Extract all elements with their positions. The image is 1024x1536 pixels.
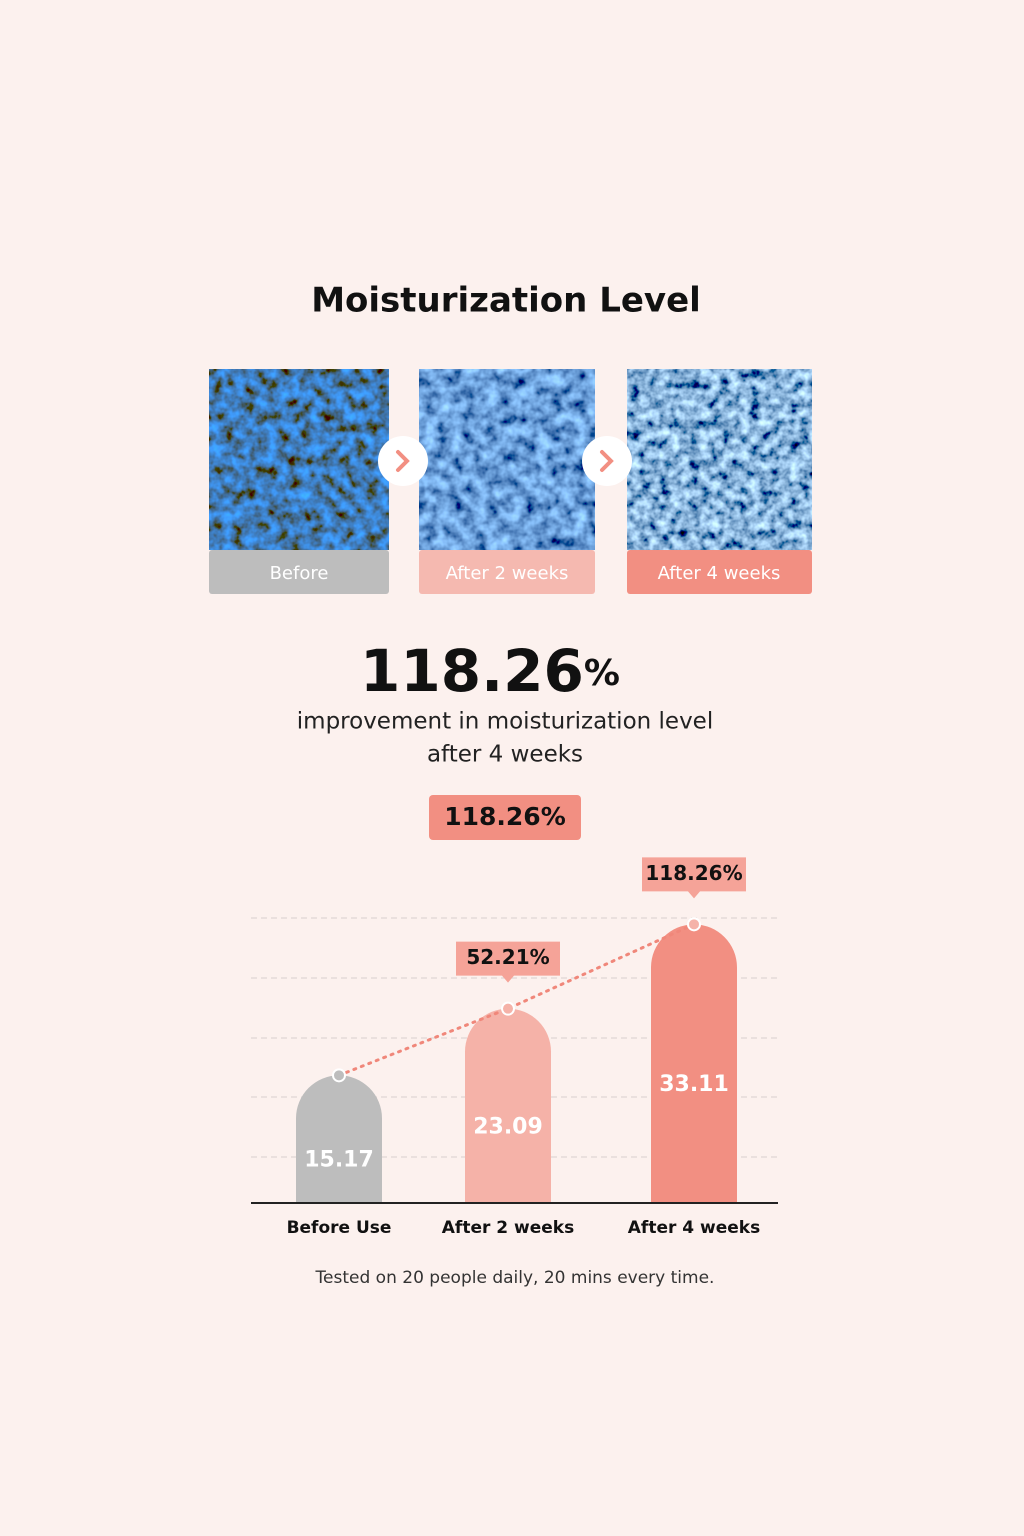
value-label: 23.09 — [473, 1114, 543, 1139]
bar-chart: 15.17 Before Use 23.09 After 2 weeks 33.11 Af… — [251, 857, 778, 1238]
bar — [465, 1008, 551, 1203]
caption: After 2 weeks — [446, 563, 569, 584]
arrow-icon — [582, 436, 632, 486]
badge-text: 118.26% — [444, 802, 566, 831]
badge — [429, 795, 581, 840]
skin-image-before — [209, 369, 389, 550]
bar — [296, 1075, 382, 1203]
x-tick-label: After 2 weeks — [442, 1218, 574, 1238]
x-tick-label: After 4 weeks — [628, 1218, 760, 1238]
caption-bg — [627, 550, 812, 594]
stat-description: improvement in moisturization level — [297, 709, 713, 735]
bar — [651, 924, 737, 1203]
annotation-box — [642, 857, 746, 899]
title: Moisturization Level — [311, 281, 701, 321]
stat-number: 118.26 — [360, 637, 584, 705]
trend-point — [501, 1001, 515, 1016]
stat-number: 118.26% — [360, 637, 620, 705]
trend-point — [332, 1068, 346, 1083]
caption: After 4 weeks — [658, 563, 781, 584]
value-label: 33.11 — [659, 1072, 729, 1097]
skin-image-4-weeks — [627, 369, 812, 550]
x-tick-label: Before Use — [287, 1218, 392, 1238]
stat-description: after 4 weeks — [427, 742, 583, 768]
trend-point — [687, 917, 701, 932]
caption-bg — [419, 550, 595, 594]
value-label: 15.17 — [304, 1148, 374, 1173]
skin-image-2-weeks — [419, 369, 595, 550]
caption: Before — [270, 563, 329, 584]
stat-unit: % — [584, 653, 620, 694]
arrow-icon — [378, 436, 428, 486]
caption-bg — [209, 550, 389, 594]
annotation: 118.26% — [645, 861, 742, 885]
annotation: 52.21% — [466, 945, 549, 969]
footnote: Tested on 20 people daily, 20 mins every… — [315, 1268, 715, 1288]
annotation-box — [456, 941, 560, 983]
